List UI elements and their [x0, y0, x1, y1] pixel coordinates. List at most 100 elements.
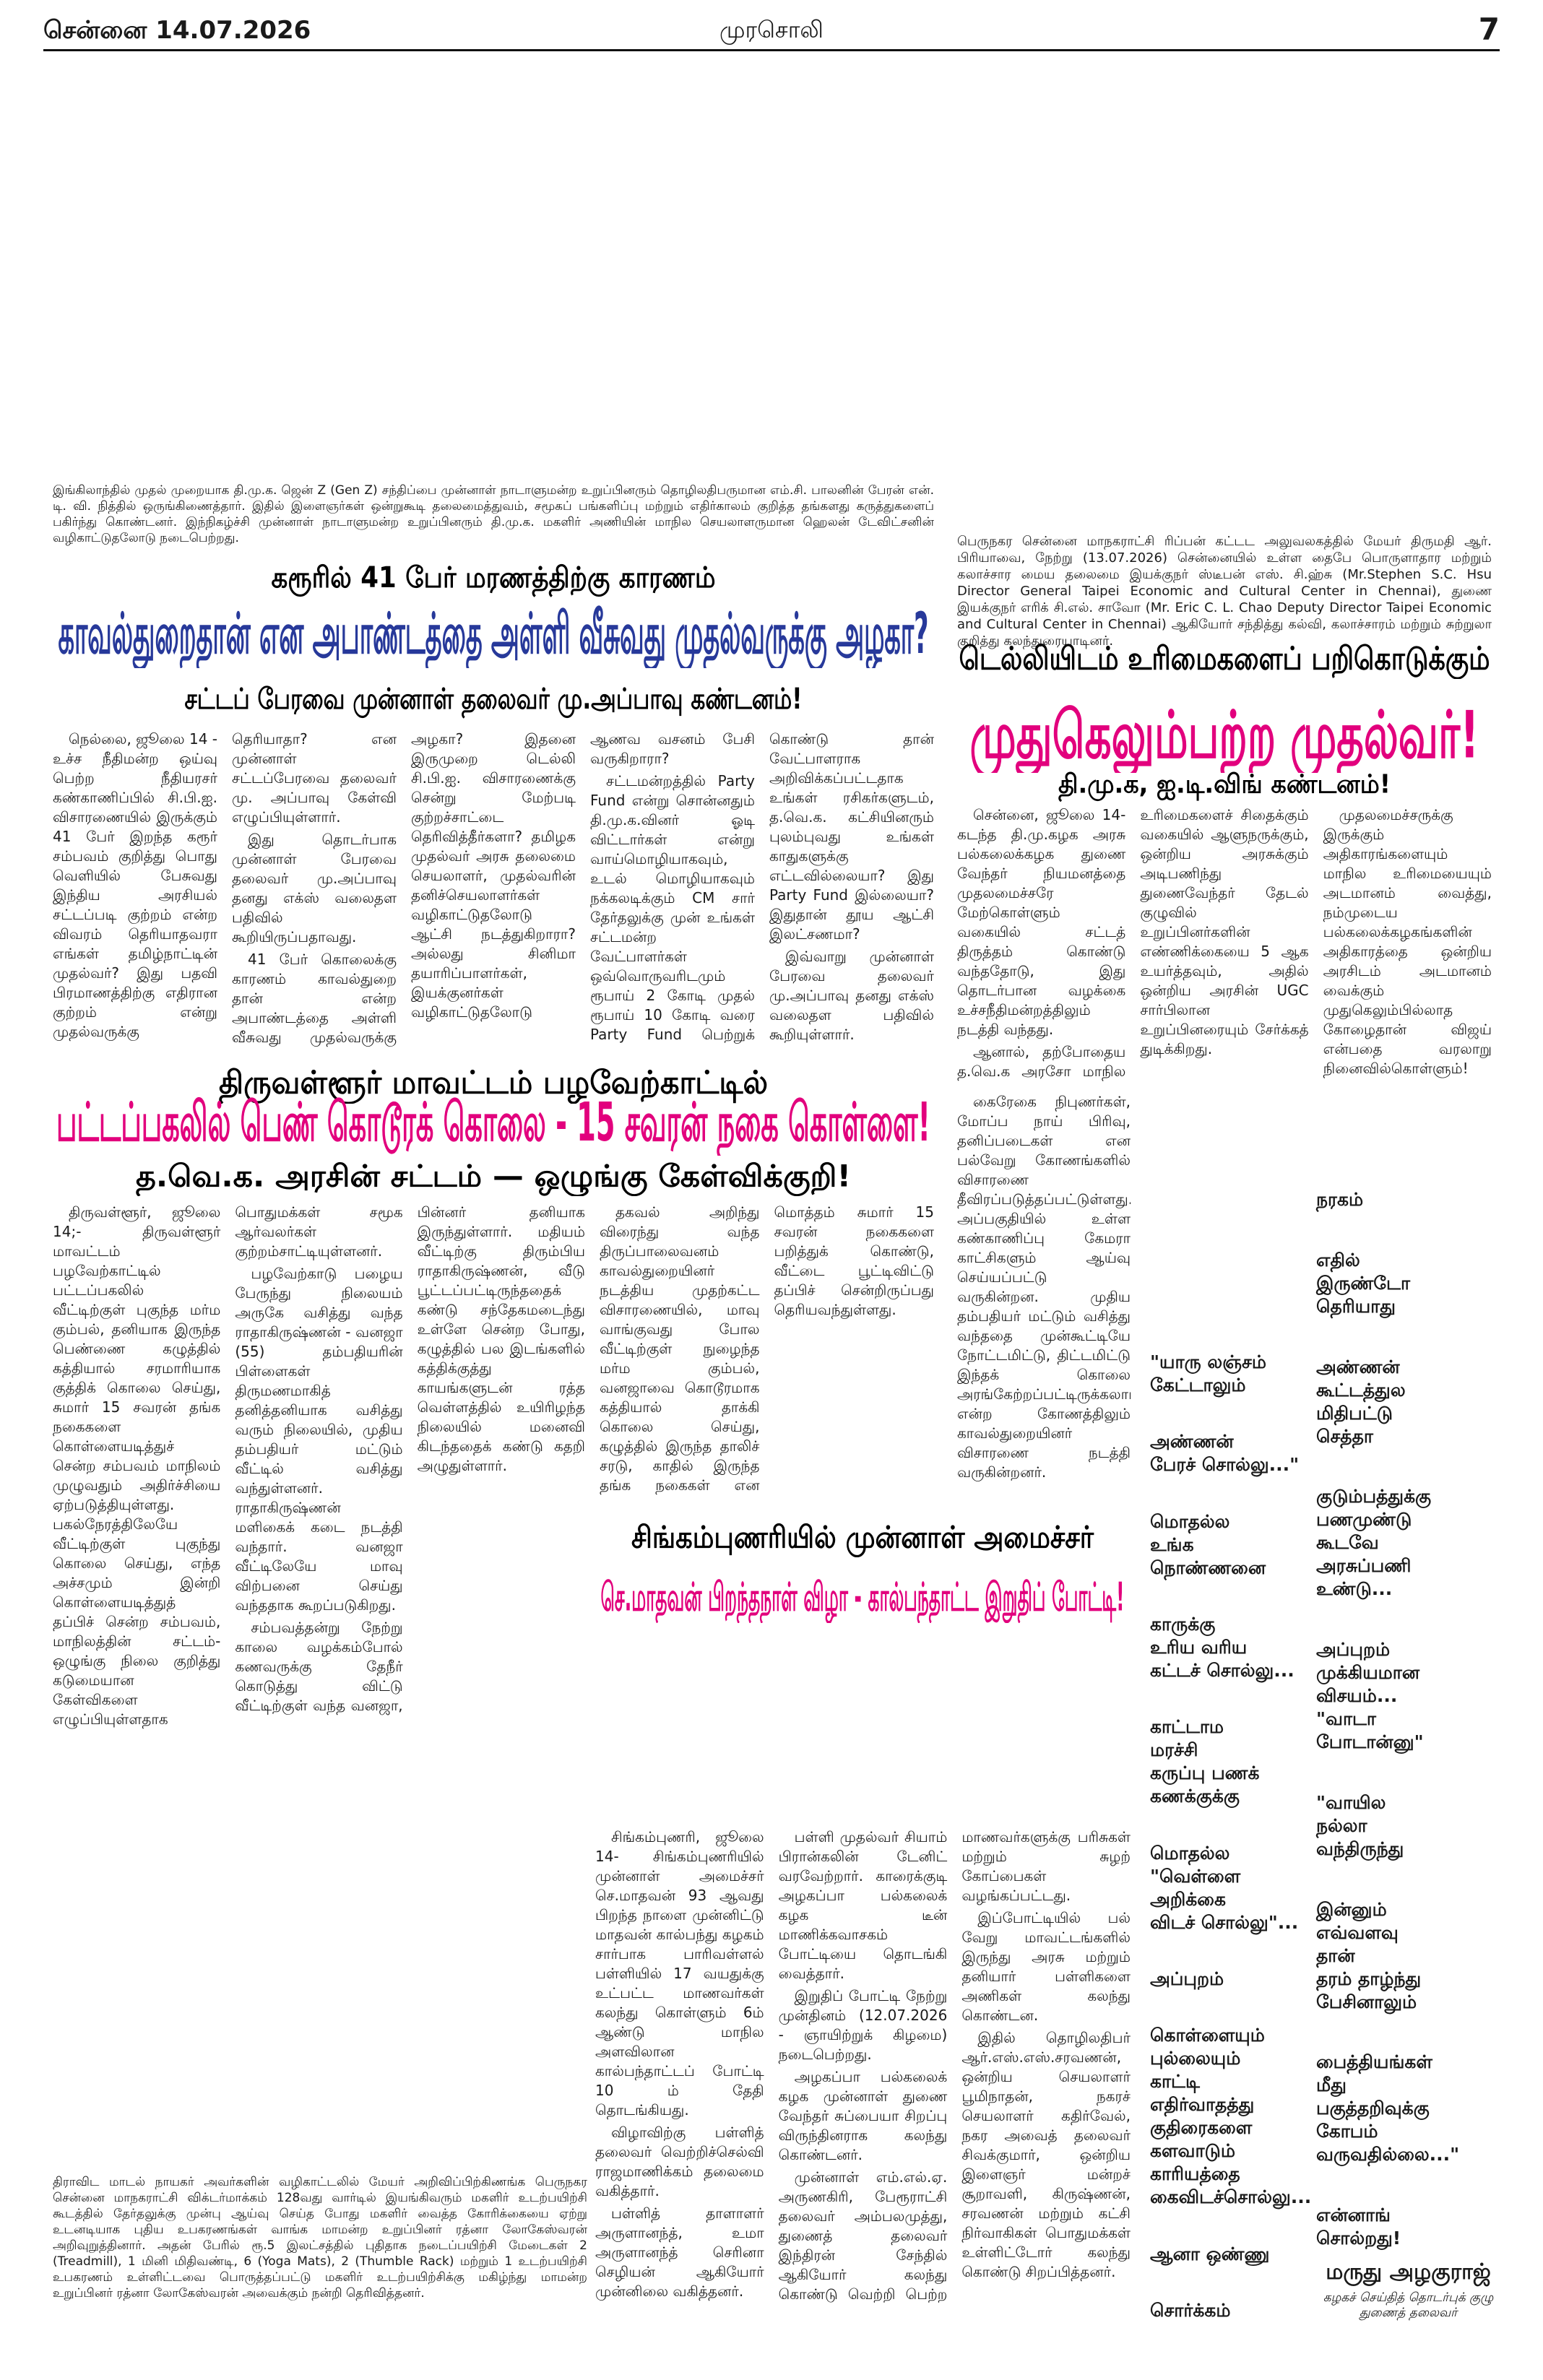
poem-line: உண்டு...: [1316, 1578, 1393, 1600]
author-role: கழகச் செய்தித் தொடர்புக் குழு துணைத் தலை…: [1323, 2290, 1494, 2320]
paragraph: முன்னாள் எம்.எல்.ஏ. அருணகிரி, பேரூராட்சி…: [778, 1828, 1131, 2303]
poem-line: அண்ணன்: [1150, 1431, 1234, 1453]
article-body: நெல்லை, ஜூலை 14 - உச்ச நீதிமன்ற ஒய்வு பெ…: [53, 730, 934, 1055]
poem-line: எதில்: [1316, 1249, 1360, 1271]
poem-line: நொண்ணனை: [1150, 1557, 1266, 1578]
paragraph: சிங்கம்புணரி, ஜூலை 14- சிங்கம்புணரியில் …: [595, 1828, 764, 2119]
poem-line: விசயம்...: [1316, 1685, 1398, 1706]
poem-line: சொல்றது!: [1316, 2228, 1401, 2249]
paragraph: அழகப்பா பல்கலைக் கழக முன்னாள் துணை வேந்த…: [778, 2068, 948, 2163]
poem-line: எதிர்வாதத்து: [1150, 2094, 1255, 2116]
poem-line: குடும்பத்துக்கு: [1316, 1486, 1432, 1507]
poem-line: செத்தா: [1316, 1425, 1373, 1447]
poem-line: விடச் சொல்லு"...: [1150, 1911, 1299, 1933]
poem-line: என்னாங்: [1316, 2204, 1391, 2225]
paragraph: இவ்வாறு முன்னாள் பேரவை தலைவர் மு.அப்பாவு…: [769, 948, 934, 1043]
article-body: திருவள்ளூர், ஜூலை 14;- திருவள்ளூர் மாவட்…: [53, 1203, 585, 1734]
kicker-text: கரூரில் 41 பேர் மரணத்திற்கு காரணம்: [272, 561, 716, 597]
subhead-text: த.வெ.க. அரசின் சட்டம் — ஒழுங்கு கேள்விக்…: [136, 1159, 851, 1197]
poem-line: பகுத்தறிவுக்கு: [1316, 2098, 1430, 2119]
poem-line: நரகம்: [1316, 1189, 1364, 1210]
stanza: அண்ணன் கூட்டத்துல மிதிபட்டு செத்தா: [1316, 1356, 1500, 1448]
headline: பட்டப்பகலில் பெண் கொடூரக் கொலை - 15 சவரன…: [56, 1091, 930, 1156]
poem-line: காட்டாம: [1150, 1716, 1224, 1738]
kicker-text: திருவள்ளூர் மாவட்டம் பழவேற்காட்டில்: [219, 1065, 768, 1104]
poem-line: களவாடும்: [1150, 2140, 1235, 2162]
paragraph: கைரேகை நிபுணர்கள், மோப்ப நாய் பிரிவு, தன…: [957, 1093, 1131, 1481]
kicker: சிங்கம்புணரியில் முன்னாள் அமைச்சர்: [631, 1520, 1094, 1558]
poem-line: நல்லா: [1316, 1814, 1367, 1836]
poem-line: பேசினாலும்: [1316, 1991, 1417, 2012]
poem-line: மொதல்ல: [1150, 1510, 1230, 1532]
poem-line: தெரியாது: [1316, 1295, 1396, 1317]
poem-line: காருக்கு: [1150, 1613, 1216, 1635]
stanza: மொதல்ல உங்க நொண்ணனை: [1150, 1510, 1302, 1580]
article-body: சிங்கம்புணரி, ஜூலை 14- சிங்கம்புணரியில் …: [595, 1827, 1131, 2322]
poem-line: தரம் தாழ்ந்து: [1316, 1968, 1422, 1989]
poem-line: மொதல்ல: [1150, 1842, 1230, 1864]
article-body: தகவல் அறிந்து விரைந்து வந்த திருப்பாலைவன…: [600, 1203, 934, 1499]
poem-line: இருண்டோ: [1316, 1272, 1411, 1294]
author-name: மருது அழகுராஜ்: [1326, 2259, 1491, 2285]
paragraph: 41 பேர் கொலைக்கு காரணம் காவல்துறை தான் எ…: [232, 730, 755, 1046]
paragraph: முதலமைச்சருக்கு இருக்கும் அதிகாரங்களையும…: [1323, 806, 1492, 1077]
stanza: மொதல்ல "வெள்ளை அறிக்கை விடச் சொல்லு"...: [1150, 1842, 1302, 1934]
poem-line: கூட்டத்துல: [1316, 1379, 1406, 1401]
poem-line: கருப்பு பணக்: [1150, 1762, 1260, 1784]
photo-caption: இங்கிலாந்தில் முதல் முறையாக தி.மு.க. ஜென…: [53, 483, 934, 545]
paragraph: பள்ளித் தாளாளர் அருளானந்த், உமா அருளானந்…: [595, 2204, 764, 2300]
paragraph: இப்போட்டியில் பல் வேறு மாவட்டங்களில் இரு…: [961, 1909, 1131, 2024]
stanza: பைத்தியங்கள் மீது பகுத்தறிவுக்கு கோபம் வருவத…: [1316, 2051, 1500, 2166]
stanza: என்னாங் சொல்றது!: [1316, 2204, 1500, 2250]
date: சென்னை 14.07.2026: [43, 16, 311, 45]
article-body: சென்னை, ஜூலை 14- கடந்த தி.மு.கழக அரசு பல…: [957, 805, 1492, 1087]
headline-text: முதுகெலும்பற்ற முதல்வர்!: [970, 698, 1479, 774]
poem-line: குதிரைகளை: [1150, 2117, 1253, 2139]
paragraph: திருவள்ளூர், ஜூலை 14;- திருவள்ளூர் மாவட்…: [53, 1203, 403, 1728]
poem-line: வருவதில்லை...": [1316, 2144, 1460, 2165]
poem-line: காரியத்தை: [1150, 2163, 1240, 2185]
poem-line: போடான்னு": [1316, 1731, 1424, 1752]
subhead: தி.மு.க, ஐ.டி.விங் கண்டனம்!: [1058, 770, 1391, 802]
poem-line: மரச்சி: [1150, 1739, 1198, 1761]
poem-line: அறிக்கை: [1150, 1888, 1226, 1910]
poem-line: மீது: [1316, 2074, 1347, 2096]
paragraph: இறுதிப் போட்டி நேற்று முன்தினம் (12.07.2…: [778, 1987, 948, 2063]
stanza: எதில் இருண்டோ தெரியாது: [1316, 1249, 1500, 1318]
headline-text: செ.மாதவன் பிறந்தநாள் விழா - கால்பந்தாட்ட…: [601, 1575, 1125, 1624]
poem-line: பேரச் சொல்லு...": [1150, 1454, 1300, 1476]
poem-line: அண்ணன்: [1316, 1356, 1400, 1377]
poem-line: "வெள்ளை: [1150, 1865, 1241, 1887]
poem-line: கைவிடச்சொல்லு...: [1150, 2186, 1312, 2208]
stanza: ஆனா ஒண்ணு: [1150, 2243, 1302, 2266]
photo-caption: திராவிட மாடல் நாயகர் அவர்களின் வழிகாட்டல…: [53, 2175, 587, 2301]
poem-line: மிதிபட்டு: [1316, 1402, 1393, 1424]
poem-column: "யாரு லஞ்சம் கேட்டாலும் அண்ணன் பேரச் சொல்லு…: [1150, 1351, 1312, 2322]
stanza: அண்ணன் பேரச் சொல்லு...": [1150, 1430, 1302, 1476]
poem-line: அரசுப்பணி: [1316, 1555, 1412, 1577]
poem-line: ஆனா ஒண்ணு: [1150, 2243, 1270, 2264]
poem-line: "வாயில: [1316, 1791, 1386, 1813]
poem-line: இன்னும்: [1316, 1898, 1387, 1920]
paper-name: முரசொலி: [719, 16, 824, 43]
kicker-text: சிங்கம்புணரியில் முன்னாள் அமைச்சர்: [631, 1520, 1094, 1558]
headline-text: காவல்துறைதான் என அபாண்டத்தை அள்ளி வீசுவத…: [59, 602, 929, 668]
paragraph: பள்ளி முதல்வர் சியாம் பிரான்கலின் டேனிட்…: [778, 1828, 948, 1982]
subhead: த.வெ.க. அரசின் சட்டம் — ஒழுங்கு கேள்விக்…: [136, 1159, 851, 1197]
poem-line: உரிய வரிய: [1150, 1636, 1248, 1658]
poem-line: "வாடா: [1316, 1708, 1376, 1729]
paragraph: ஆனால், தற்போதைய த.வெ.க அரசோ மாநில உரிமைக…: [957, 806, 1309, 1080]
subhead-text: தி.மு.க, ஐ.டி.விங் கண்டனம்!: [1058, 770, 1391, 802]
stanza: இன்னும் எவ்வளவு தான் தரம் தாழ்ந்து பேசினாலும…: [1316, 1898, 1500, 2014]
stanza: காருக்கு உரிய வரிய கட்டச் சொல்லு...: [1150, 1613, 1302, 1682]
kicker-text: டெல்லியிடம் உரிமைகளைப் பறிகொடுக்கும்: [959, 641, 1490, 680]
headline: செ.மாதவன் பிறந்தநாள் விழா - கால்பந்தாட்ட…: [601, 1575, 1125, 1624]
subhead-text: சட்டப் பேரவை முன்னாள் தலைவர் மு.அப்பாவு …: [185, 683, 803, 719]
poem-line: தான்: [1316, 1944, 1355, 1966]
poem-line: புல்லையும்: [1150, 2048, 1241, 2069]
signature: மருது அழகுராஜ் கழகச் செய்தித் தொடர்புக் …: [1316, 2259, 1500, 2321]
poem-line: முக்கியமான: [1316, 1662, 1420, 1683]
subhead: சட்டப் பேரவை முன்னாள் தலைவர் மு.அப்பாவு …: [185, 683, 803, 719]
poem-line: கொள்ளையும்: [1150, 2025, 1265, 2046]
